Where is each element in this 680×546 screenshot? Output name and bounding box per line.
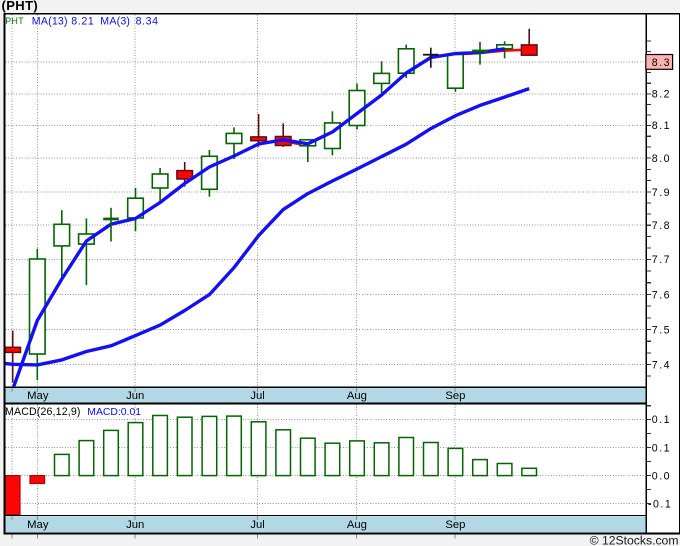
svg-text:0.1: 0.1 bbox=[652, 414, 671, 426]
svg-text:Aug: Aug bbox=[347, 519, 367, 531]
svg-text:(PHT): (PHT) bbox=[2, 0, 39, 13]
svg-text:Aug: Aug bbox=[347, 390, 367, 402]
svg-text:May: May bbox=[27, 519, 49, 531]
svg-text:© 12Stocks.com: © 12Stocks.com bbox=[590, 533, 679, 546]
svg-text:0.0: 0.0 bbox=[652, 470, 671, 482]
svg-text:Jun: Jun bbox=[126, 519, 144, 531]
svg-text:May: May bbox=[27, 390, 49, 402]
svg-text:8.21: 8.21 bbox=[71, 16, 94, 28]
svg-text:MA(3): MA(3) bbox=[100, 16, 130, 28]
svg-text:Jul: Jul bbox=[250, 390, 264, 402]
svg-text:7.8: 7.8 bbox=[652, 220, 671, 232]
svg-text:8.34: 8.34 bbox=[136, 16, 159, 28]
svg-text:7.4: 7.4 bbox=[652, 359, 671, 371]
svg-text:7.9: 7.9 bbox=[652, 187, 671, 199]
svg-text:MACD:0.01: MACD:0.01 bbox=[87, 407, 141, 418]
svg-text:8.0: 8.0 bbox=[652, 153, 671, 165]
svg-text:7.5: 7.5 bbox=[652, 325, 671, 337]
svg-text:Jul: Jul bbox=[250, 519, 264, 531]
svg-text:PHT: PHT bbox=[5, 16, 24, 26]
svg-text:7.7: 7.7 bbox=[652, 254, 671, 266]
svg-text:MACD(26,12,9): MACD(26,12,9) bbox=[5, 406, 81, 418]
svg-text:Sep: Sep bbox=[445, 519, 465, 531]
svg-text:0.1: 0.1 bbox=[652, 442, 671, 454]
svg-text:Sep: Sep bbox=[445, 390, 465, 402]
svg-text:7.6: 7.6 bbox=[652, 289, 671, 301]
svg-text:8.1: 8.1 bbox=[652, 120, 671, 132]
svg-text:8.2: 8.2 bbox=[652, 89, 671, 101]
svg-text:MA(13): MA(13) bbox=[32, 16, 68, 28]
svg-text:-0.1: -0.1 bbox=[648, 498, 672, 510]
svg-text:Jun: Jun bbox=[126, 390, 144, 402]
svg-text:8.3: 8.3 bbox=[652, 57, 671, 69]
